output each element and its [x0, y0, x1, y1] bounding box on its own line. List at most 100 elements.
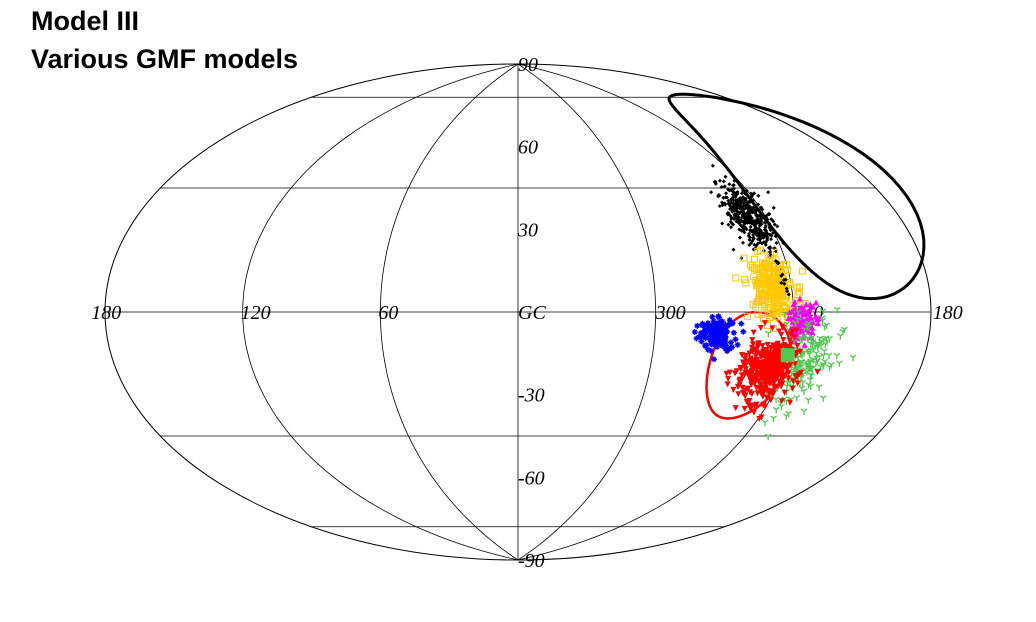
data-point	[741, 405, 748, 412]
data-point	[767, 290, 775, 298]
data-point	[794, 335, 801, 342]
data-point	[807, 314, 814, 321]
data-point	[726, 198, 731, 203]
data-point	[791, 320, 799, 328]
data-point	[740, 240, 745, 245]
data-point	[751, 222, 756, 227]
data-point	[751, 205, 756, 210]
data-point	[751, 235, 756, 240]
data-point	[774, 290, 782, 298]
data-point	[763, 224, 768, 229]
data-point	[780, 272, 785, 277]
data-point	[697, 329, 704, 336]
data-point	[772, 222, 777, 227]
data-point	[768, 250, 773, 255]
data-point	[780, 336, 787, 343]
data-point	[691, 328, 698, 335]
data-point	[725, 212, 730, 217]
data-point	[810, 303, 817, 310]
data-point	[722, 336, 729, 343]
data-point	[783, 261, 791, 269]
data-point	[744, 188, 749, 193]
data-point	[714, 341, 721, 348]
data-point	[702, 331, 709, 338]
data-point	[808, 365, 816, 373]
data-point	[734, 190, 739, 195]
data-point	[734, 198, 739, 203]
data-point	[781, 343, 788, 350]
data-point	[810, 345, 817, 353]
data-point	[753, 220, 758, 225]
data-point	[806, 372, 814, 379]
data-point	[819, 308, 827, 315]
data-point	[750, 198, 755, 203]
data-point	[770, 230, 775, 235]
data-point	[759, 352, 766, 359]
lat-label: 30	[517, 219, 538, 241]
data-point	[764, 321, 772, 329]
data-point	[789, 385, 796, 392]
data-point	[775, 302, 783, 310]
scatter-points	[691, 163, 857, 441]
data-point	[756, 350, 763, 357]
data-point	[715, 321, 722, 328]
data-point	[736, 215, 741, 220]
data-point	[709, 313, 716, 320]
data-point	[777, 379, 784, 386]
data-point	[734, 208, 739, 213]
data-point	[815, 384, 823, 391]
data-point	[749, 344, 756, 351]
data-point	[779, 280, 784, 285]
data-point	[749, 300, 757, 308]
data-point	[742, 200, 747, 205]
data-point	[814, 320, 821, 327]
data-point	[747, 378, 754, 385]
data-point	[762, 320, 769, 327]
data-point	[801, 341, 808, 348]
data-point	[785, 289, 790, 294]
data-point	[748, 357, 755, 364]
data-point	[753, 401, 760, 408]
highlight-square	[780, 348, 795, 363]
data-point	[758, 291, 766, 299]
lon-label: 120	[241, 302, 271, 324]
data-point	[704, 320, 711, 327]
data-point	[750, 363, 757, 370]
data-point	[745, 201, 750, 206]
data-point	[794, 309, 802, 317]
data-point	[799, 316, 806, 323]
data-point	[724, 328, 731, 335]
meridian--60	[517, 63, 657, 561]
data-point	[770, 388, 777, 395]
data-point	[749, 337, 756, 344]
data-point	[775, 224, 780, 229]
data-point	[733, 195, 738, 200]
data-point	[772, 270, 780, 278]
data-point	[770, 304, 778, 312]
data-point	[761, 213, 766, 218]
data-point	[741, 209, 746, 214]
data-point	[722, 345, 729, 352]
data-point	[780, 373, 787, 380]
data-point	[742, 393, 749, 400]
data-point	[729, 225, 734, 230]
data-point	[756, 202, 761, 207]
data-point	[726, 317, 733, 324]
data-point	[737, 203, 742, 208]
data-point	[791, 360, 798, 367]
data-point	[756, 226, 761, 231]
data-point	[776, 328, 783, 335]
data-point	[737, 364, 744, 371]
data-point	[755, 214, 760, 219]
data-point	[751, 265, 759, 273]
data-point	[720, 221, 725, 226]
data-point	[750, 273, 758, 281]
data-point	[754, 370, 761, 377]
data-point	[732, 274, 740, 282]
data-point	[745, 212, 750, 217]
data-point	[744, 227, 749, 232]
data-point	[758, 259, 766, 267]
data-point	[728, 344, 735, 351]
data-point	[726, 187, 731, 192]
data-point	[719, 318, 726, 325]
